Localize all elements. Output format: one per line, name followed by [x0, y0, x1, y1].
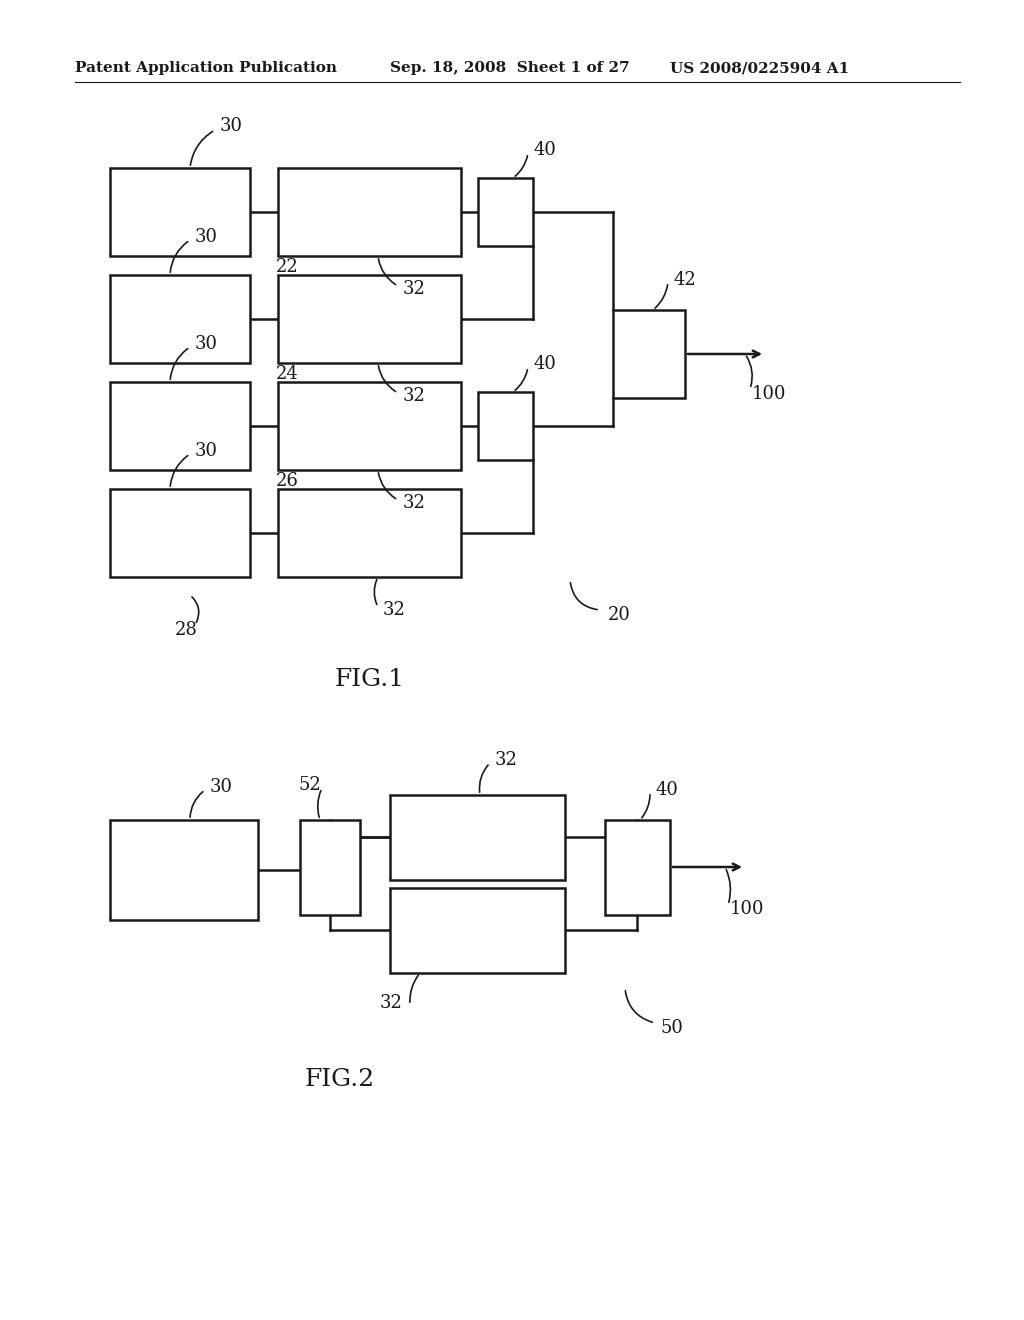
Text: 30: 30	[210, 777, 233, 796]
Bar	[278, 168, 461, 256]
Bar	[110, 168, 250, 256]
Text: FIG.2: FIG.2	[305, 1068, 375, 1092]
Text: 40: 40	[655, 781, 678, 799]
Text: 32: 32	[403, 387, 426, 405]
Text: 52: 52	[299, 776, 322, 795]
Bar	[278, 381, 461, 470]
Bar	[300, 820, 360, 915]
Text: 30: 30	[195, 228, 218, 246]
Text: 40: 40	[534, 141, 556, 158]
Text: 22: 22	[276, 257, 299, 276]
Bar	[390, 888, 565, 973]
Text: 32: 32	[403, 280, 426, 298]
Text: 50: 50	[660, 1019, 683, 1038]
Bar	[478, 178, 534, 246]
Text: 30: 30	[195, 335, 218, 352]
Text: 32: 32	[403, 494, 426, 512]
Bar	[613, 310, 685, 399]
Text: 100: 100	[752, 385, 786, 403]
Text: 100: 100	[730, 900, 765, 917]
Bar	[605, 820, 670, 915]
Text: 20: 20	[608, 606, 631, 624]
Bar	[110, 275, 250, 363]
Bar	[110, 381, 250, 470]
Text: 32: 32	[495, 751, 518, 770]
Text: 32: 32	[383, 601, 406, 619]
Text: Sep. 18, 2008  Sheet 1 of 27: Sep. 18, 2008 Sheet 1 of 27	[390, 61, 630, 75]
Text: FIG.1: FIG.1	[335, 668, 406, 692]
Text: 24: 24	[276, 366, 299, 383]
Bar	[278, 275, 461, 363]
Bar	[478, 392, 534, 459]
Text: Patent Application Publication: Patent Application Publication	[75, 61, 337, 75]
Text: 28: 28	[175, 620, 198, 639]
Text: 26: 26	[276, 473, 299, 490]
Text: 30: 30	[220, 117, 243, 135]
Bar	[390, 795, 565, 880]
Text: 42: 42	[673, 271, 695, 289]
Bar	[278, 488, 461, 577]
Text: US 2008/0225904 A1: US 2008/0225904 A1	[670, 61, 849, 75]
Text: 32: 32	[380, 994, 402, 1012]
Text: 40: 40	[534, 355, 556, 374]
Bar	[110, 820, 258, 920]
Bar	[110, 488, 250, 577]
Text: 30: 30	[195, 442, 218, 459]
